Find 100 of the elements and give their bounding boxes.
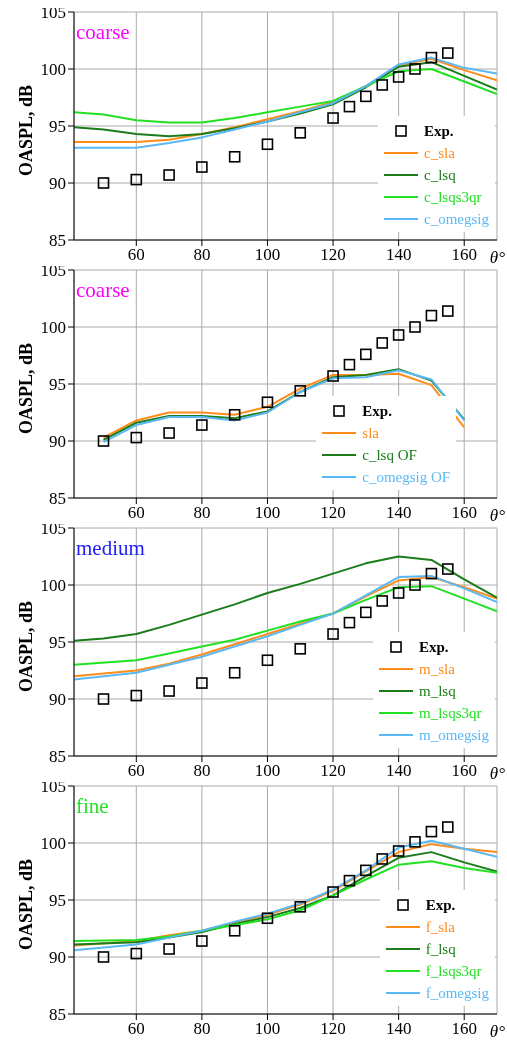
point bbox=[376, 337, 389, 349]
legend-label: c_lsq OF bbox=[362, 446, 417, 464]
legend-label: m_sla bbox=[419, 660, 455, 678]
x-tick-label: 60 bbox=[127, 503, 145, 523]
point bbox=[163, 943, 175, 955]
chart-title: medium bbox=[76, 536, 145, 561]
y-tick-label: 95 bbox=[49, 375, 66, 395]
point bbox=[360, 348, 372, 361]
point bbox=[376, 79, 389, 91]
x-tick-label: 80 bbox=[193, 1019, 211, 1039]
x-tick-label: 80 bbox=[193, 503, 211, 523]
point bbox=[196, 677, 208, 689]
legend-label: Exp. bbox=[424, 122, 454, 140]
y-tick-label: 100 bbox=[40, 60, 66, 80]
line-series bbox=[74, 585, 497, 666]
point bbox=[392, 71, 405, 83]
point bbox=[261, 654, 274, 667]
y-tick-label: 85 bbox=[49, 1005, 66, 1025]
legend-label: m_lsqs3qr bbox=[419, 704, 482, 722]
point bbox=[130, 431, 143, 444]
point bbox=[376, 853, 389, 865]
x-tick-label: 120 bbox=[320, 245, 346, 265]
x-axis-title: θ° bbox=[489, 248, 506, 268]
point bbox=[425, 51, 438, 64]
legend-label: m_lsq bbox=[419, 682, 456, 700]
point bbox=[409, 321, 421, 333]
y-axis-title: OASPL, dB bbox=[16, 858, 37, 950]
y-tick-label: 100 bbox=[40, 576, 66, 596]
point bbox=[294, 127, 307, 139]
point bbox=[343, 616, 356, 629]
point bbox=[294, 385, 307, 397]
legend-label: Exp. bbox=[362, 402, 392, 420]
legend-label: c_sla bbox=[424, 144, 455, 162]
point bbox=[163, 169, 175, 181]
x-tick-label: 80 bbox=[193, 245, 211, 265]
y-tick-label: 100 bbox=[40, 834, 66, 854]
x-tick-label: 100 bbox=[254, 1019, 281, 1039]
point bbox=[392, 587, 405, 599]
x-tick-label: 140 bbox=[385, 245, 412, 265]
y-axis-title: OASPL, dB bbox=[16, 84, 37, 176]
point bbox=[409, 836, 421, 848]
legend-label: sla bbox=[362, 424, 379, 442]
y-tick-label: 95 bbox=[49, 633, 66, 653]
y-tick-label: 100 bbox=[40, 318, 66, 338]
x-tick-label: 160 bbox=[451, 1019, 477, 1039]
y-tick-label: 90 bbox=[49, 690, 66, 710]
point bbox=[360, 90, 372, 103]
x-tick-label: 120 bbox=[320, 503, 346, 523]
point bbox=[163, 685, 175, 697]
x-tick-label: 140 bbox=[385, 1019, 412, 1039]
x-tick-label: 80 bbox=[193, 761, 211, 781]
point bbox=[130, 173, 143, 186]
point bbox=[409, 63, 421, 75]
legend-label: c_lsqs3qr bbox=[424, 188, 482, 206]
point bbox=[376, 595, 389, 607]
point bbox=[130, 689, 143, 702]
point bbox=[196, 419, 208, 431]
point bbox=[294, 901, 307, 913]
x-tick-label: 60 bbox=[127, 1019, 145, 1039]
legend-label: f_omegsig bbox=[425, 984, 489, 1002]
x-tick-label: 140 bbox=[385, 503, 412, 523]
point bbox=[343, 874, 356, 887]
point bbox=[261, 912, 274, 925]
line-series bbox=[74, 68, 497, 124]
y-tick-label: 90 bbox=[49, 432, 66, 452]
point bbox=[97, 951, 110, 963]
point bbox=[392, 329, 405, 341]
point bbox=[425, 567, 438, 580]
x-tick-label: 160 bbox=[451, 503, 477, 523]
x-tick-label: 60 bbox=[127, 245, 145, 265]
legend-label: c_omegsig OF bbox=[362, 468, 451, 486]
x-tick-label: 160 bbox=[451, 761, 477, 781]
chart-title: fine bbox=[76, 794, 109, 819]
point bbox=[327, 886, 339, 898]
point bbox=[360, 864, 372, 877]
legend-label: c_omegsig bbox=[424, 210, 489, 228]
y-tick-label: 90 bbox=[49, 174, 66, 194]
point bbox=[97, 435, 110, 447]
y-tick-label: 95 bbox=[49, 117, 66, 137]
x-tick-label: 120 bbox=[320, 761, 346, 781]
y-tick-label: 85 bbox=[49, 489, 66, 509]
y-tick-label: 95 bbox=[49, 891, 66, 911]
x-tick-label: 100 bbox=[254, 761, 281, 781]
point bbox=[392, 845, 405, 857]
point bbox=[442, 47, 454, 59]
point bbox=[425, 309, 438, 322]
x-tick-label: 100 bbox=[254, 503, 281, 523]
y-tick-label: 85 bbox=[49, 231, 66, 251]
point bbox=[327, 370, 339, 382]
point bbox=[196, 935, 208, 947]
legend-label: Exp. bbox=[425, 896, 456, 914]
point bbox=[163, 427, 175, 439]
legend-label: f_sla bbox=[425, 918, 455, 936]
point bbox=[327, 628, 339, 640]
point bbox=[442, 821, 454, 833]
point bbox=[97, 693, 110, 705]
line-series bbox=[74, 555, 497, 642]
legend-label: Exp. bbox=[419, 638, 449, 656]
y-axis-title: OASPL, dB bbox=[16, 342, 37, 434]
x-axis-title: θ° bbox=[489, 506, 506, 526]
